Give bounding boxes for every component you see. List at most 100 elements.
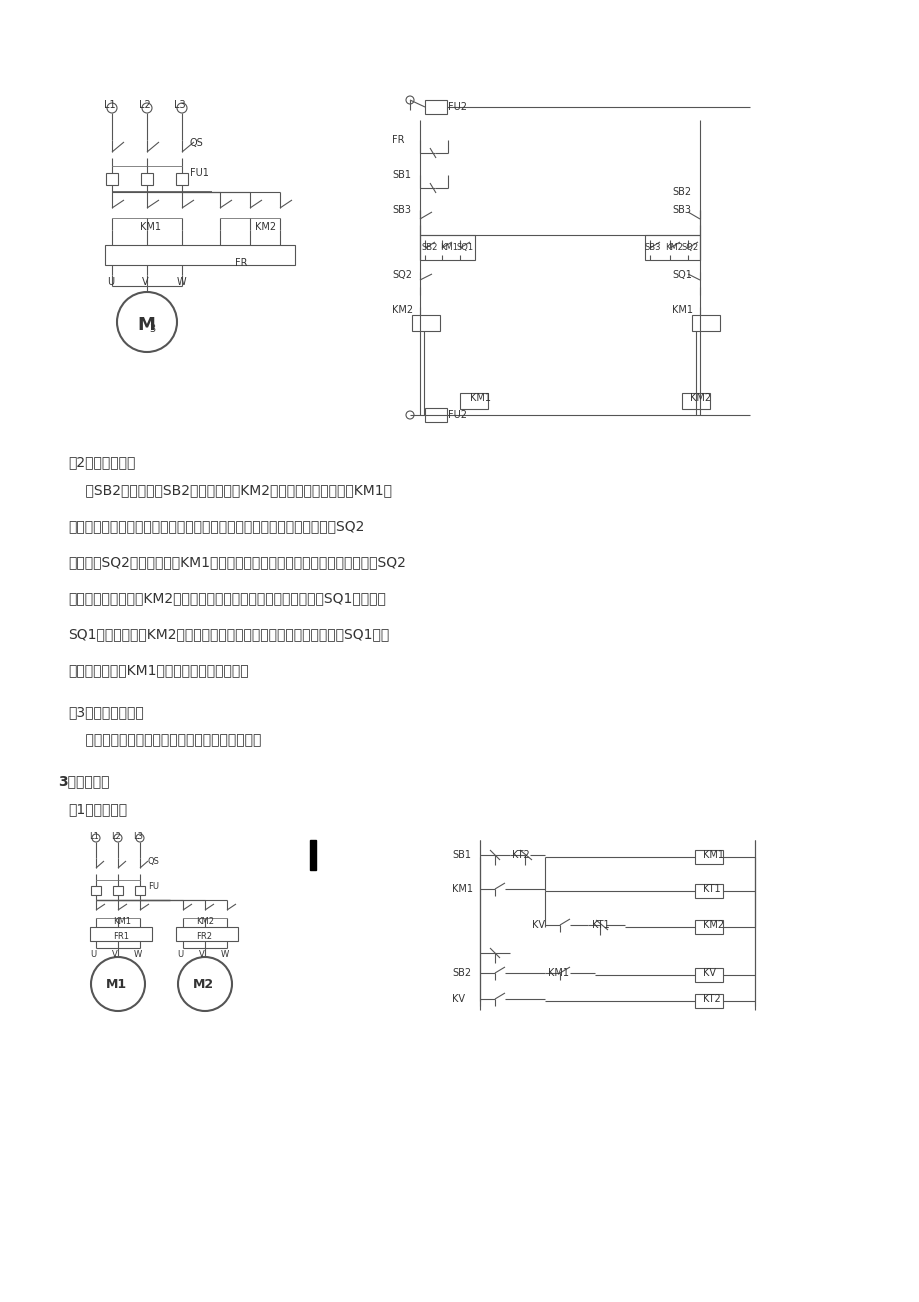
Circle shape: [176, 103, 187, 113]
Text: FU2: FU2: [448, 410, 467, 421]
Bar: [694, 884, 722, 898]
Text: SB2: SB2: [422, 243, 437, 253]
Bar: [135, 885, 145, 894]
Circle shape: [107, 103, 117, 113]
Text: L3: L3: [133, 832, 142, 841]
Text: KT1: KT1: [591, 921, 609, 930]
Text: SB1: SB1: [451, 850, 471, 861]
Circle shape: [114, 835, 122, 842]
Text: L2: L2: [111, 832, 120, 841]
Circle shape: [405, 96, 414, 104]
Text: V: V: [112, 950, 118, 960]
Text: W: W: [221, 950, 229, 960]
Text: U: U: [90, 950, 96, 960]
Bar: [106, 173, 118, 185]
Text: SB3: SB3: [644, 243, 661, 253]
Circle shape: [177, 957, 232, 1010]
Text: KM2: KM2: [391, 305, 413, 315]
Text: M1: M1: [106, 978, 127, 991]
Text: FR1: FR1: [113, 932, 129, 941]
Bar: [644, 234, 699, 260]
Bar: [113, 885, 123, 894]
Text: （1）电路图：: （1）电路图：: [68, 802, 127, 816]
Text: （3）调试和成果：: （3）调试和成果：: [68, 704, 143, 719]
Text: 当SB2按下后来，SB2常闭将断开，KM2线圈所在支路断电，而KM1线: 当SB2按下后来，SB2常闭将断开，KM2线圈所在支路断电，而KM1线: [68, 483, 391, 497]
Text: FR: FR: [234, 258, 247, 268]
Text: SQ1: SQ1: [457, 243, 473, 253]
Circle shape: [117, 292, 176, 352]
Text: M: M: [137, 316, 154, 335]
Circle shape: [405, 411, 414, 419]
Bar: [694, 921, 722, 934]
Text: 这个电路比较简朴，两个人一起连，没有出错。: 这个电路比较简朴，两个人一起连，没有出错。: [68, 733, 261, 747]
Text: 3、顺启逆停: 3、顺启逆停: [58, 773, 109, 788]
Text: QS: QS: [190, 138, 203, 148]
Text: KM2: KM2: [664, 243, 682, 253]
Text: FU1: FU1: [190, 168, 209, 178]
Text: FR2: FR2: [196, 932, 211, 941]
Text: FU2: FU2: [448, 102, 467, 112]
Text: KT2: KT2: [512, 850, 529, 861]
Bar: [694, 850, 722, 865]
Circle shape: [142, 103, 152, 113]
Text: SQ2: SQ2: [391, 270, 412, 280]
Text: 常开开关闭合会使得KM2线圈得电，电机会逆转。当到达限位开关SQ1旳位置，: 常开开关闭合会使得KM2线圈得电，电机会逆转。当到达限位开关SQ1旳位置，: [68, 591, 385, 605]
Bar: [425, 100, 447, 115]
Text: KM1: KM1: [113, 917, 130, 926]
Bar: [176, 173, 187, 185]
Bar: [694, 967, 722, 982]
Text: SB2: SB2: [451, 967, 471, 978]
Text: KM1: KM1: [548, 967, 568, 978]
Text: L2: L2: [139, 100, 151, 109]
Text: W: W: [134, 950, 142, 960]
Text: KM1: KM1: [451, 884, 472, 894]
Text: KV: KV: [702, 967, 715, 978]
Text: KT1: KT1: [702, 884, 720, 894]
Bar: [90, 927, 152, 941]
Text: KM2: KM2: [689, 393, 710, 404]
Text: SB3: SB3: [391, 204, 411, 215]
Text: KV: KV: [451, 993, 464, 1004]
Circle shape: [91, 957, 145, 1010]
Circle shape: [136, 835, 144, 842]
Bar: [176, 927, 238, 941]
Text: KM1: KM1: [702, 850, 723, 861]
Bar: [91, 885, 101, 894]
Text: M2: M2: [193, 978, 214, 991]
Text: FR: FR: [391, 135, 404, 145]
Text: QS: QS: [148, 857, 160, 866]
Text: SQ1: SQ1: [671, 270, 691, 280]
Text: 3: 3: [149, 324, 155, 335]
Text: KM1: KM1: [470, 393, 491, 404]
Text: SB2: SB2: [671, 187, 690, 197]
Circle shape: [92, 835, 100, 842]
Text: U: U: [176, 950, 183, 960]
Text: （2）工作原理：: （2）工作原理：: [68, 454, 135, 469]
Bar: [141, 173, 153, 185]
Text: SQ1打开旳瞬间，KM2线圈失电，不再向前运动，同步，与之相连旳SQ1常开: SQ1打开旳瞬间，KM2线圈失电，不再向前运动，同步，与之相连旳SQ1常开: [68, 628, 389, 641]
Bar: [691, 315, 720, 331]
Text: W: W: [176, 277, 187, 286]
Text: V: V: [199, 950, 205, 960]
Text: V: V: [142, 277, 149, 286]
Bar: [412, 315, 439, 331]
Bar: [105, 245, 295, 266]
Bar: [460, 393, 487, 409]
Text: 旳位置，SQ2打开旳瞬间，KM1线圈失电，不再向前运动，同步，与之相连旳SQ2: 旳位置，SQ2打开旳瞬间，KM1线圈失电，不再向前运动，同步，与之相连旳SQ2: [68, 555, 405, 569]
Text: SQ2: SQ2: [681, 243, 698, 253]
Text: KM2: KM2: [196, 917, 214, 926]
Bar: [420, 234, 474, 260]
Bar: [310, 840, 315, 870]
Bar: [681, 393, 709, 409]
Text: KM1: KM1: [671, 305, 692, 315]
Text: 圈会吸合它的常开触点，形成自锁，保持电机的运转。直到抵达限位开关SQ2: 圈会吸合它的常开触点，形成自锁，保持电机的运转。直到抵达限位开关SQ2: [68, 519, 364, 533]
Text: SB1: SB1: [391, 171, 411, 180]
Bar: [694, 993, 722, 1008]
Text: U: U: [107, 277, 114, 286]
Text: 开关闭合会使得KM1线圈得电，电机会反转。: 开关闭合会使得KM1线圈得电，电机会反转。: [68, 663, 248, 677]
Text: KM1: KM1: [439, 243, 458, 253]
Text: FU: FU: [148, 881, 159, 891]
Text: KM2: KM2: [255, 223, 276, 232]
Text: KV: KV: [531, 921, 544, 930]
Text: KM2: KM2: [702, 921, 723, 930]
